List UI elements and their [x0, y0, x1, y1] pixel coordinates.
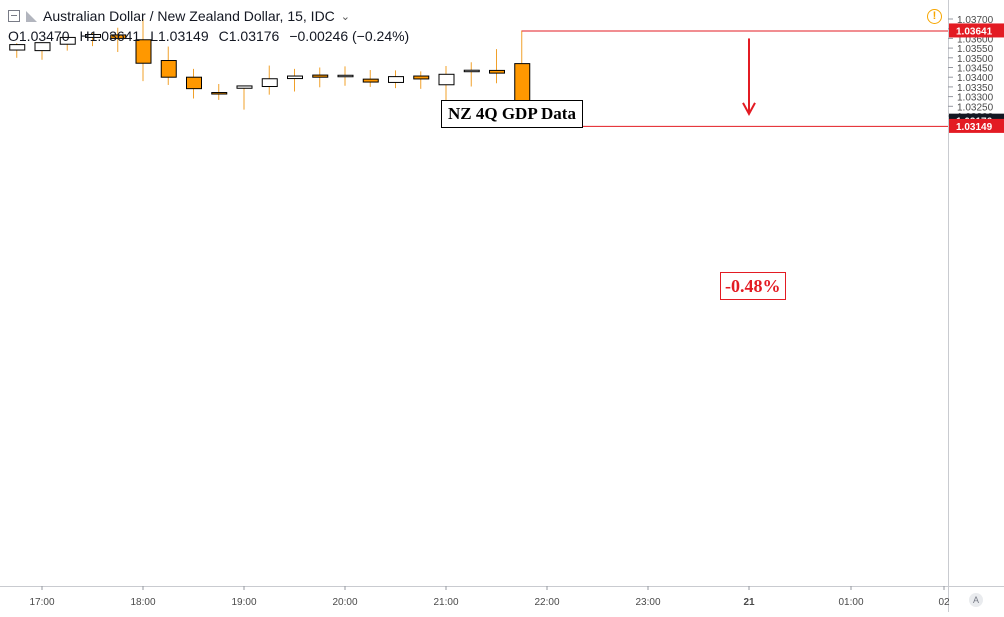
candle-body [261, 78, 278, 88]
y-tick-label: 1.03700 [957, 15, 994, 26]
candle-body [236, 85, 253, 89]
event-label[interactable]: NZ 4Q GDP Data [441, 100, 583, 128]
candle-body [160, 60, 177, 78]
x-tick-label: 20:00 [332, 597, 357, 608]
y-tick-label: 1.03450 [957, 64, 994, 75]
y-tick-label: 1.03250 [957, 102, 994, 113]
x-tick-label: 18:00 [130, 597, 155, 608]
y-tick-label: 1.03350 [957, 83, 994, 94]
low-value: L1.03149 [150, 28, 209, 44]
warning-icon[interactable]: ! [927, 9, 942, 24]
x-tick-label: 19:00 [231, 597, 256, 608]
candle-body [59, 36, 76, 45]
move-percent-label[interactable]: -0.48% [720, 272, 786, 300]
y-tick-label: 1.03500 [957, 54, 994, 65]
x-tick-label: 01:00 [838, 597, 863, 608]
price-badge-label: 1.03149 [956, 122, 993, 133]
price-badge-label: 1.03641 [956, 26, 993, 37]
candle-body [9, 44, 26, 51]
auto-scale-button[interactable]: A [969, 593, 983, 607]
ohlc-values: O1.03470 H1.03641 L1.03149 C1.03176 −0.0… [8, 28, 409, 48]
candle-body [388, 76, 404, 83]
high-value: H1.03641 [79, 28, 141, 44]
symbol-logo-icon [26, 10, 37, 22]
close-value: C1.03176 [218, 28, 280, 44]
candle-body [85, 34, 101, 38]
candle-body [110, 34, 127, 39]
y-tick-label: 1.03600 [957, 34, 994, 45]
symbol-title[interactable]: Australian Dollar / New Zealand Dollar, … [43, 8, 335, 24]
move-arrowhead [742, 102, 756, 116]
candle-body [186, 76, 202, 90]
candle-body [287, 75, 303, 80]
collapse-icon[interactable] [8, 10, 20, 22]
candle-body [337, 74, 354, 78]
candle-body [312, 74, 329, 78]
x-tick-label: 21:00 [433, 597, 458, 608]
candle-body [362, 78, 379, 83]
candle-body [413, 75, 430, 80]
candle-body [211, 92, 228, 95]
candle-body [34, 42, 51, 52]
price-badge [949, 23, 1004, 38]
x-tick-label: 02 [938, 597, 950, 608]
change-value: −0.00246 (−0.24%) [289, 28, 410, 44]
candle-body [135, 39, 152, 64]
x-tick-label: 23:00 [635, 597, 660, 608]
y-tick-label: 1.03400 [957, 73, 994, 84]
y-tick-label: 1.03300 [957, 93, 994, 104]
candle-body [489, 69, 505, 74]
legend-header: Australian Dollar / New Zealand Dollar, … [8, 6, 409, 48]
y-tick-label: 1.03550 [957, 44, 994, 55]
open-value: O1.03470 [8, 28, 70, 44]
x-tick-label: 17:00 [29, 597, 54, 608]
x-tick-label: 21 [743, 597, 755, 608]
price-badge [949, 118, 1004, 133]
candle-body [463, 69, 480, 73]
x-tick-label: 22:00 [534, 597, 559, 608]
candle-body [438, 73, 455, 86]
chevron-down-icon[interactable]: ⌄ [340, 10, 351, 23]
